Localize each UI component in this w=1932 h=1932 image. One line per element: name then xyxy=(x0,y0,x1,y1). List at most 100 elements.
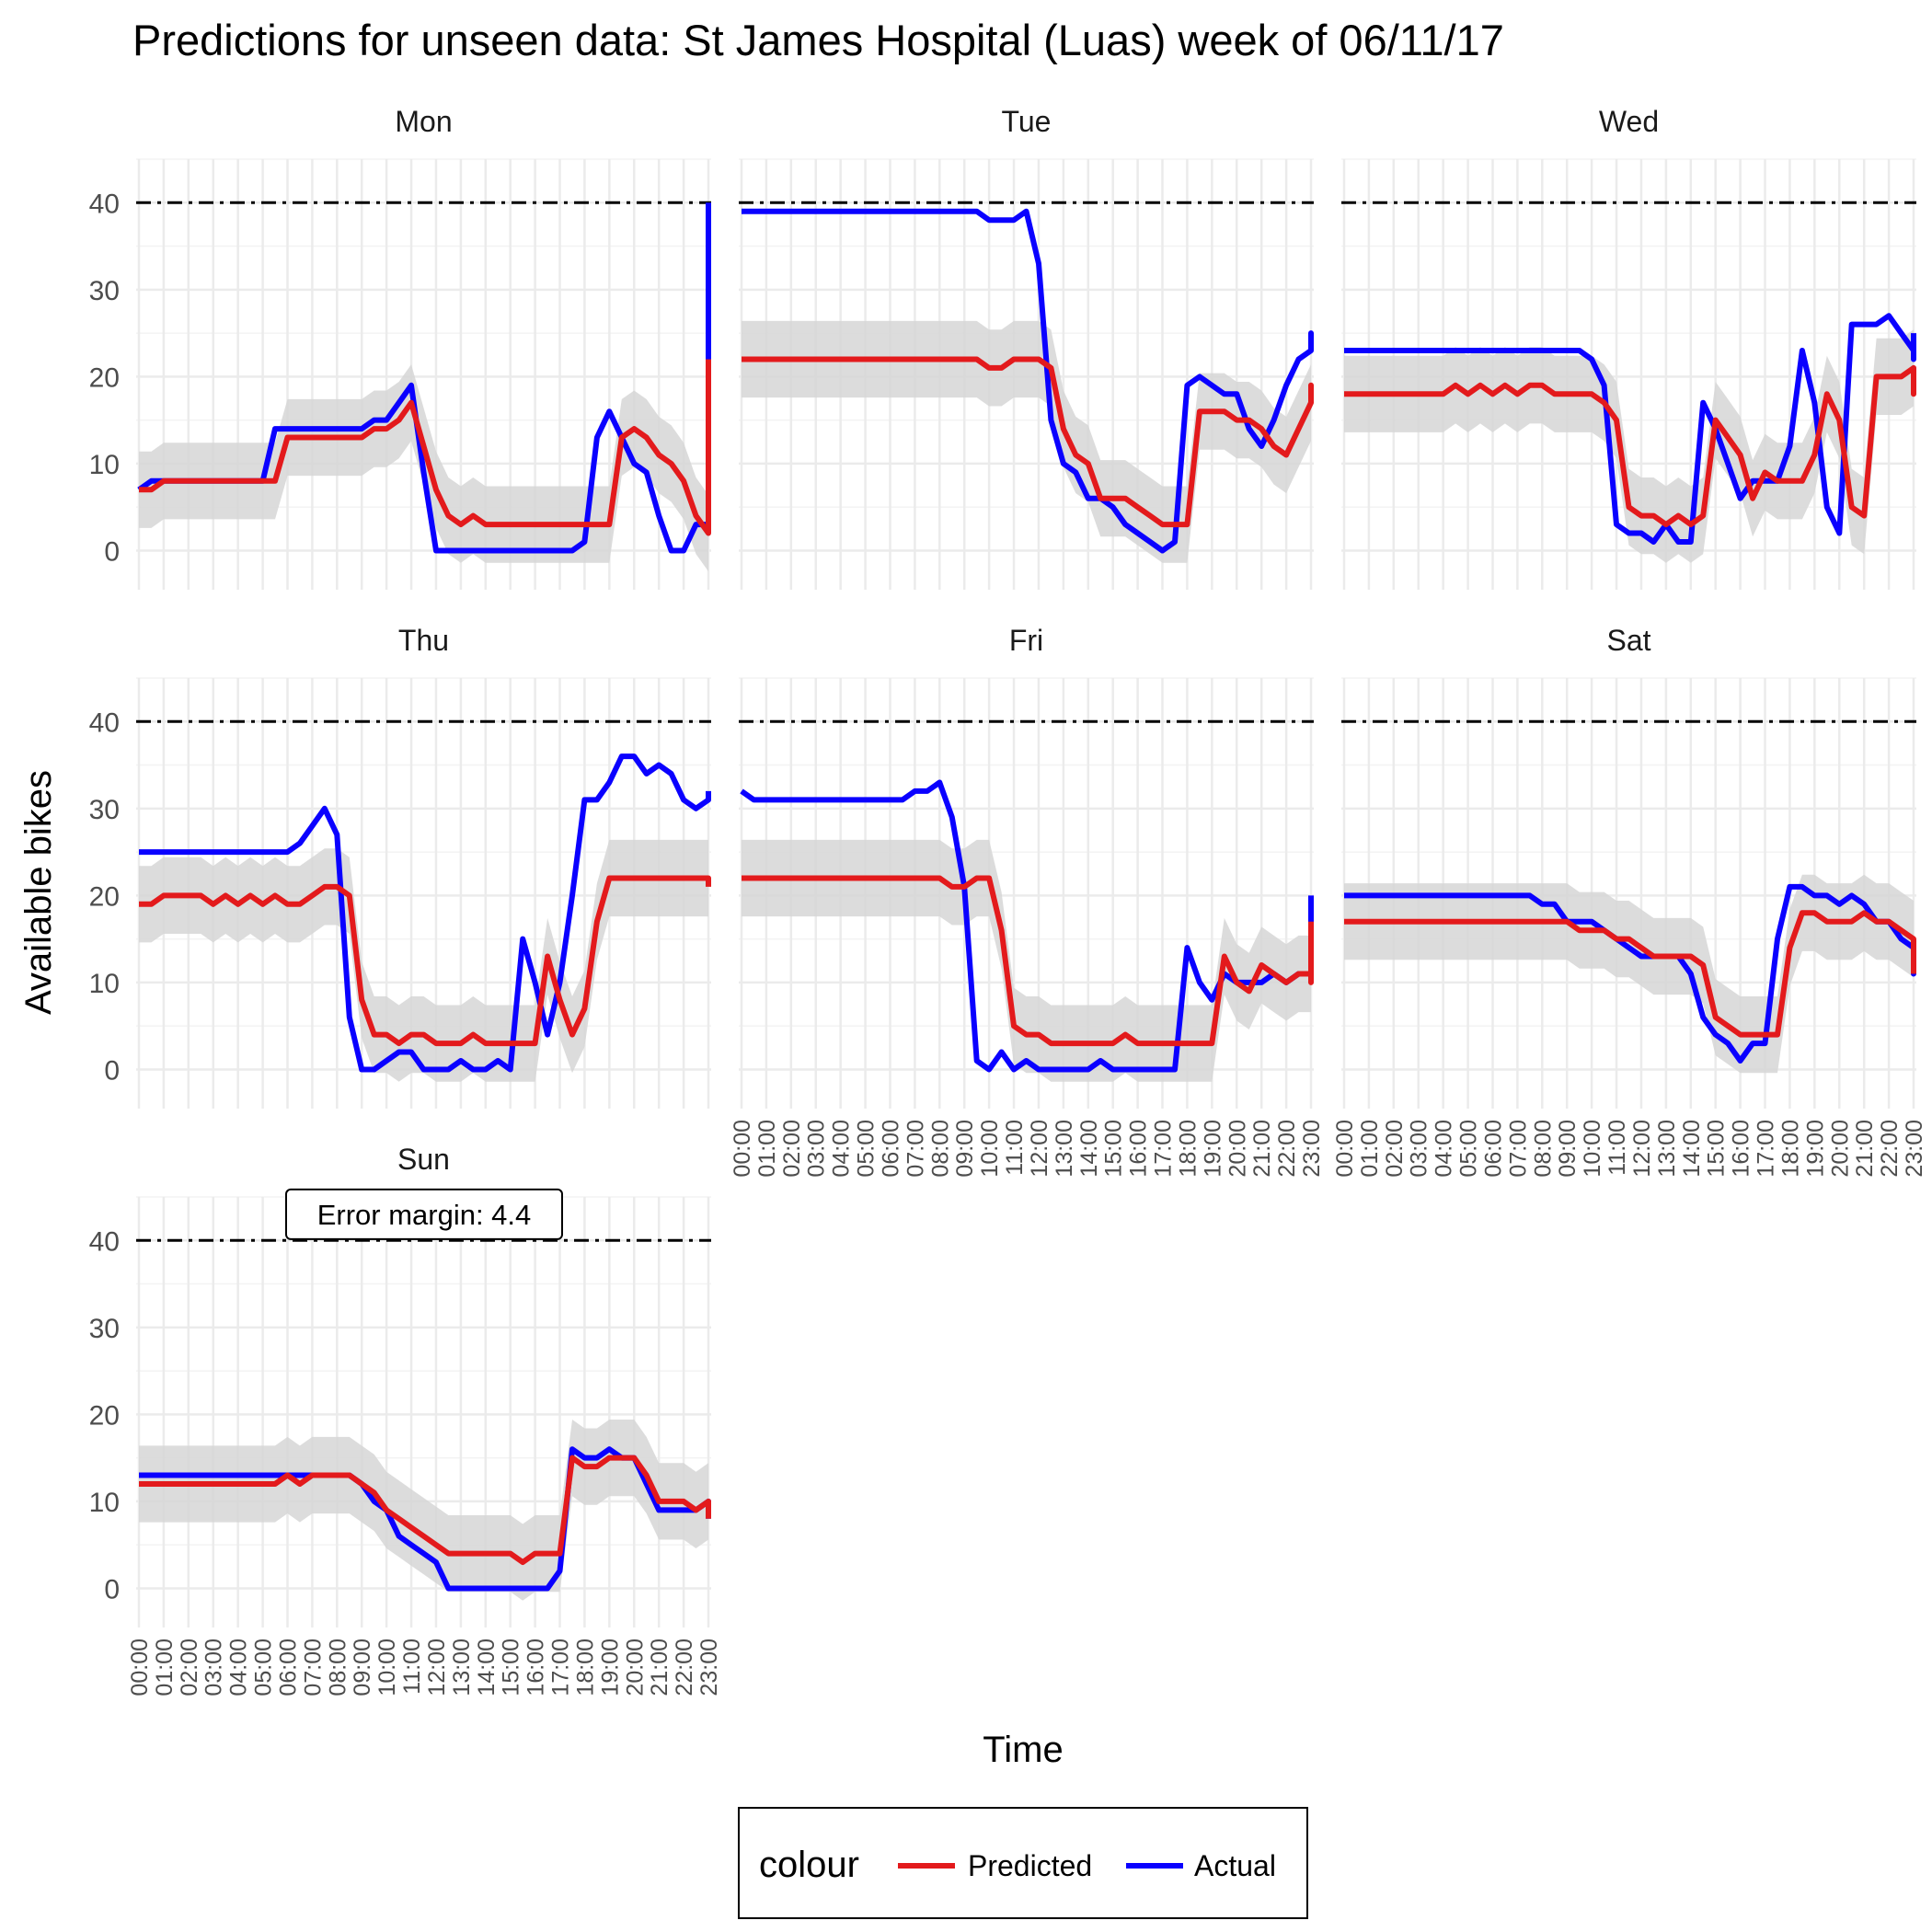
x-tick-label: 04:00 xyxy=(226,1639,252,1696)
x-tick-label: 04:00 xyxy=(829,1120,855,1178)
x-tick-label: 03:00 xyxy=(201,1639,227,1696)
series-predicted-mon xyxy=(139,359,711,536)
x-tick-label: 21:00 xyxy=(647,1639,673,1696)
x-tick-label: 06:00 xyxy=(1480,1120,1506,1178)
panel-title-thu: Thu xyxy=(398,624,449,657)
series-actual-thu xyxy=(139,753,711,1073)
x-tick-label: 16:00 xyxy=(523,1639,549,1696)
x-tick-label: 08:00 xyxy=(1530,1120,1556,1178)
x-tick-label: 10:00 xyxy=(374,1639,400,1696)
panel-sat: Sat 00:0001:0002:0003:0004:0005:0006:0007… xyxy=(1332,624,1927,1178)
x-tick-label: 02:00 xyxy=(1382,1120,1408,1178)
x-tick-label: 03:00 xyxy=(804,1120,830,1178)
x-tick-label: 13:00 xyxy=(1654,1120,1680,1178)
x-tick-label: 14:00 xyxy=(1076,1120,1102,1178)
x-tick-label: 11:00 xyxy=(1002,1120,1028,1176)
x-tick-label: 09:00 xyxy=(350,1639,375,1696)
x-tick-label: 12:00 xyxy=(1629,1120,1655,1178)
panel-title-wed: Wed xyxy=(1599,105,1659,138)
x-tick-label: 18:00 xyxy=(1175,1120,1201,1178)
x-tick-label: 21:00 xyxy=(1249,1120,1275,1178)
x-tick-label: 13:00 xyxy=(449,1639,475,1696)
x-tick-label: 08:00 xyxy=(325,1639,351,1696)
x-tick-label: 20:00 xyxy=(622,1639,648,1696)
error-band-wed xyxy=(1344,329,1914,563)
error-margin-label-box xyxy=(285,1188,563,1240)
x-tick-label: 13:00 xyxy=(1052,1120,1077,1178)
y-tick-label: 10 xyxy=(89,969,120,999)
legend: colour Predicted Actual xyxy=(738,1807,1308,1919)
x-tick-label: 09:00 xyxy=(952,1120,978,1178)
panel-wed: Wed xyxy=(1341,105,1916,590)
y-tick-label: 30 xyxy=(89,276,120,306)
x-tick-label: 15:00 xyxy=(499,1639,524,1696)
error-band-fri xyxy=(742,839,1311,1082)
x-tick-label: 01:00 xyxy=(754,1120,780,1178)
x-tick-label: 17:00 xyxy=(1754,1120,1779,1178)
x-tick-label: 02:00 xyxy=(177,1639,202,1696)
x-tick-label: 22:00 xyxy=(1274,1120,1300,1178)
x-tick-label: 01:00 xyxy=(1357,1120,1383,1178)
x-tick-label: 23:00 xyxy=(1299,1120,1325,1178)
y-tick-label: 20 xyxy=(89,1400,120,1431)
x-tick-label: 06:00 xyxy=(275,1639,301,1696)
x-tick-label: 10:00 xyxy=(977,1120,1003,1178)
x-tick-label: 00:00 xyxy=(1332,1120,1358,1178)
x-tick-label: 23:00 xyxy=(696,1639,722,1696)
series-predicted-thu xyxy=(139,875,711,1047)
x-tick-label: 07:00 xyxy=(903,1120,928,1178)
x-tick-label: 01:00 xyxy=(152,1639,178,1696)
error-band-sun xyxy=(139,1420,708,1601)
x-tick-label: 17:00 xyxy=(548,1639,574,1696)
x-tick-label: 05:00 xyxy=(854,1120,880,1178)
x-tick-label: 19:00 xyxy=(597,1639,623,1696)
legend-box xyxy=(738,1807,1308,1919)
x-tick-label: 19:00 xyxy=(1200,1120,1225,1178)
y-tick-label: 0 xyxy=(104,536,120,567)
y-tick-label: 20 xyxy=(89,881,120,912)
x-tick-label: 07:00 xyxy=(300,1639,326,1696)
y-axis-title: Available bikes xyxy=(18,770,59,1015)
series-predicted-tue xyxy=(742,356,1314,528)
x-tick-label: 12:00 xyxy=(1027,1120,1052,1178)
x-tick-label: 11:00 xyxy=(399,1639,425,1695)
error-margin-label: Error margin: 4.4 xyxy=(317,1199,532,1231)
panel-sun: Sun 0 10 20 30 40 00:0001:0002:0003:0004:0005:… xyxy=(89,1143,722,1696)
panel-mon: Mon 0 10 20 30 40 xyxy=(89,105,711,590)
y-tick-label: 10 xyxy=(89,1488,120,1518)
x-tick-label: 23:00 xyxy=(1902,1120,1927,1178)
x-tick-label: 20:00 xyxy=(1827,1120,1853,1178)
panel-thu: Thu 0 10 20 30 40 xyxy=(89,624,711,1109)
x-tick-label: 08:00 xyxy=(927,1120,953,1178)
y-tick-label: 10 xyxy=(89,450,120,480)
x-tick-label: 11:00 xyxy=(1604,1120,1630,1176)
legend-label-predicted: Predicted xyxy=(968,1849,1092,1882)
panel-tue: Tue xyxy=(739,105,1314,590)
x-tick-label: 20:00 xyxy=(1225,1120,1250,1178)
y-tick-label: 20 xyxy=(89,362,120,393)
x-tick-label: 17:00 xyxy=(1151,1120,1177,1178)
x-tick-label: 19:00 xyxy=(1802,1120,1828,1178)
x-tick-label: 07:00 xyxy=(1505,1120,1531,1178)
x-tick-label: 10:00 xyxy=(1580,1120,1605,1178)
panel-title-tue: Tue xyxy=(1002,105,1052,138)
x-tick-label: 21:00 xyxy=(1852,1120,1878,1178)
x-axis-title: Time xyxy=(983,1730,1063,1770)
panel-fri: Fri 00:0001:0002:0003:0004:0005:0006:0007… xyxy=(730,624,1325,1178)
x-tick-label: 00:00 xyxy=(730,1120,755,1178)
x-tick-label: 05:00 xyxy=(251,1639,277,1696)
error-band-tue xyxy=(742,320,1311,563)
x-tick-label: 05:00 xyxy=(1456,1120,1482,1178)
x-tick-label: 15:00 xyxy=(1101,1120,1127,1178)
x-tick-label: 22:00 xyxy=(1877,1120,1903,1178)
series-predicted-fri xyxy=(742,875,1314,1047)
x-tick-label: 18:00 xyxy=(572,1639,598,1696)
panel-title-fri: Fri xyxy=(1009,624,1043,657)
x-tick-label: 09:00 xyxy=(1555,1120,1581,1178)
x-tick-label: 03:00 xyxy=(1407,1120,1432,1178)
x-tick-label: 12:00 xyxy=(424,1639,450,1696)
series-actual-sat xyxy=(1344,883,1916,1064)
x-tick-label: 02:00 xyxy=(779,1120,805,1178)
